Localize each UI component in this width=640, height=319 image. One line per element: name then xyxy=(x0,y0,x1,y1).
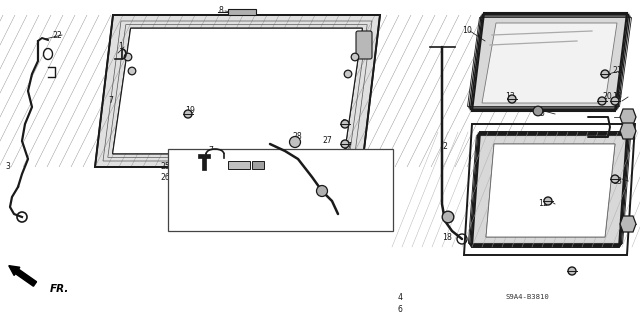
Text: 12: 12 xyxy=(538,199,548,209)
Text: 7: 7 xyxy=(108,97,113,106)
Text: 22: 22 xyxy=(52,31,61,40)
FancyArrow shape xyxy=(9,266,36,286)
Text: 25: 25 xyxy=(160,162,170,172)
Bar xyxy=(168,149,393,231)
Circle shape xyxy=(508,95,516,103)
Text: 9: 9 xyxy=(342,120,347,129)
Bar xyxy=(198,154,210,158)
Circle shape xyxy=(568,267,576,275)
Text: S9A4-B3810: S9A4-B3810 xyxy=(505,294,548,300)
Polygon shape xyxy=(486,144,615,237)
Text: 27: 27 xyxy=(322,137,332,145)
Text: 23: 23 xyxy=(362,47,372,56)
Polygon shape xyxy=(482,23,617,103)
Bar xyxy=(228,9,256,15)
Polygon shape xyxy=(620,216,636,232)
Text: 13: 13 xyxy=(612,176,622,186)
Text: 7: 7 xyxy=(208,146,213,155)
Text: 26: 26 xyxy=(160,173,170,182)
Circle shape xyxy=(341,120,349,128)
Polygon shape xyxy=(472,13,627,111)
Polygon shape xyxy=(486,144,615,237)
Circle shape xyxy=(442,211,454,223)
Circle shape xyxy=(128,67,136,75)
Circle shape xyxy=(533,106,543,116)
Bar xyxy=(228,161,250,169)
Text: 3: 3 xyxy=(5,162,10,172)
Circle shape xyxy=(289,137,301,147)
Text: 13: 13 xyxy=(612,93,622,101)
Text: 28: 28 xyxy=(292,132,301,142)
Text: 20: 20 xyxy=(602,93,612,101)
Text: 24: 24 xyxy=(208,173,218,182)
Text: 6: 6 xyxy=(398,305,403,314)
Text: 11: 11 xyxy=(618,219,628,228)
Text: 18: 18 xyxy=(442,233,452,241)
FancyBboxPatch shape xyxy=(356,31,372,59)
Polygon shape xyxy=(113,28,362,154)
Text: FR.: FR. xyxy=(50,284,69,294)
Circle shape xyxy=(611,175,619,183)
Circle shape xyxy=(341,140,349,148)
Text: 10: 10 xyxy=(462,26,472,35)
Text: 13: 13 xyxy=(505,93,515,101)
Text: 18: 18 xyxy=(305,210,315,219)
Circle shape xyxy=(351,53,359,61)
Bar xyxy=(252,161,264,169)
Circle shape xyxy=(184,110,192,118)
Circle shape xyxy=(598,97,606,105)
Bar xyxy=(202,156,206,170)
Text: 21: 21 xyxy=(612,66,622,76)
Text: 27: 27 xyxy=(255,173,265,182)
Text: 17: 17 xyxy=(342,143,352,152)
Circle shape xyxy=(344,70,352,78)
Text: 16: 16 xyxy=(622,127,632,136)
Text: 15: 15 xyxy=(535,109,545,118)
Polygon shape xyxy=(472,132,627,247)
Text: 4: 4 xyxy=(398,293,403,301)
Polygon shape xyxy=(113,28,362,154)
Circle shape xyxy=(124,53,132,61)
Text: 2: 2 xyxy=(442,143,447,152)
Polygon shape xyxy=(620,109,636,125)
Circle shape xyxy=(317,186,328,197)
Text: 14: 14 xyxy=(622,113,632,122)
Circle shape xyxy=(611,97,619,105)
Text: 19: 19 xyxy=(185,107,195,115)
Text: 1: 1 xyxy=(118,42,123,51)
Circle shape xyxy=(601,70,609,78)
Circle shape xyxy=(544,197,552,205)
Polygon shape xyxy=(95,15,380,167)
Polygon shape xyxy=(620,123,636,139)
Text: 8: 8 xyxy=(218,6,223,16)
